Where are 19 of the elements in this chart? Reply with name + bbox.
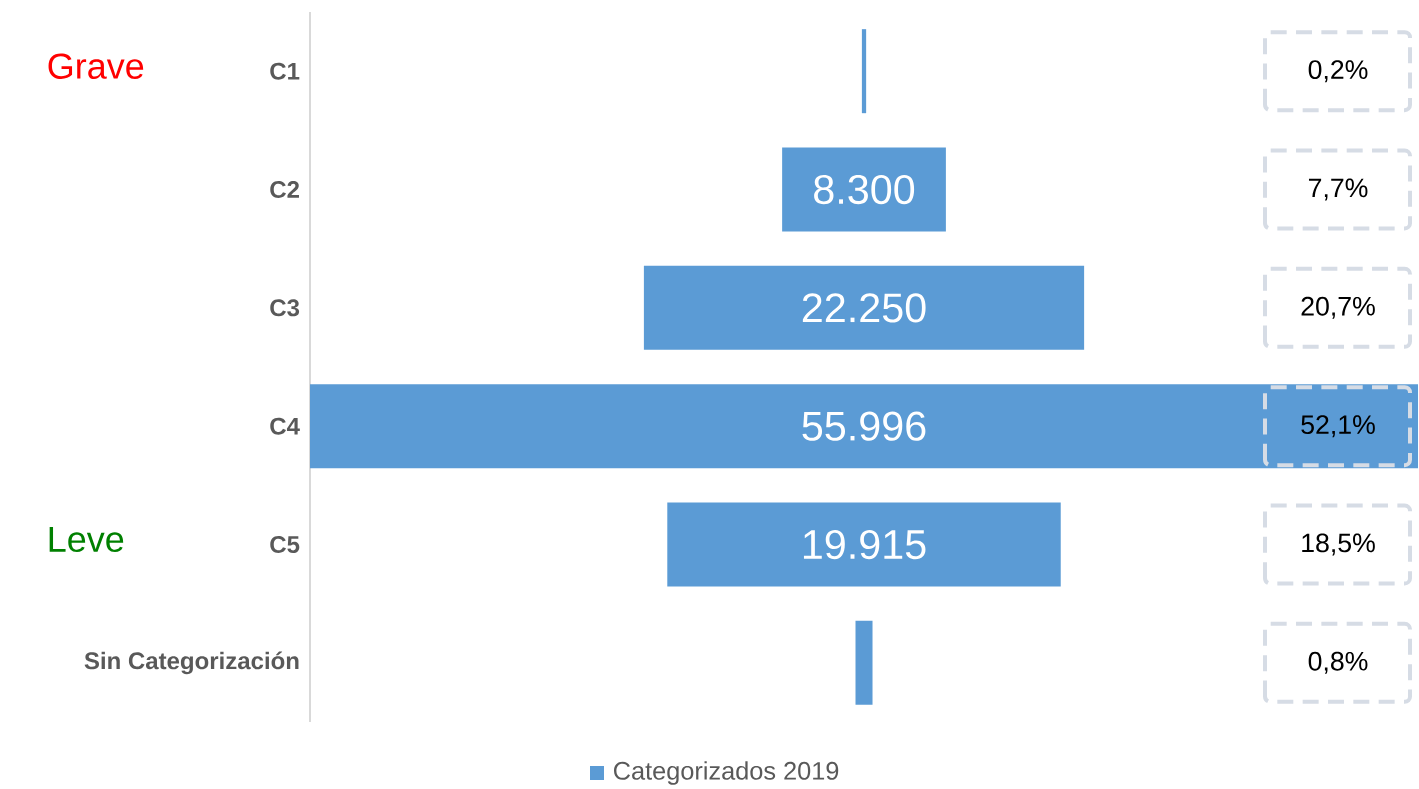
- data-label: 20,7%: [1301, 296, 1375, 319]
- text: 19.915: [803, 529, 926, 560]
- category-label: C3: [270, 299, 300, 317]
- data-label: 0,8%: [1308, 651, 1368, 674]
- category-label: Sin Categorización: [84, 651, 299, 675]
- text: Leve: [49, 526, 124, 552]
- legend-label: Categorizados 2019: [614, 761, 839, 785]
- data-label: 18,5%: [1302, 533, 1375, 556]
- data-label: 52,1%: [1301, 415, 1375, 438]
- text: Grave: [48, 53, 144, 79]
- text: 55.996: [802, 411, 926, 441]
- category-label: C4: [270, 417, 300, 435]
- data-label: 0,2%: [1308, 60, 1368, 83]
- category-label: C1: [270, 62, 300, 80]
- category-label: C2: [270, 180, 299, 198]
- data-label: 7,7%: [1308, 178, 1368, 201]
- text: 8.300: [814, 174, 915, 205]
- text: 22.250: [802, 293, 926, 323]
- category-label: C5: [270, 535, 300, 553]
